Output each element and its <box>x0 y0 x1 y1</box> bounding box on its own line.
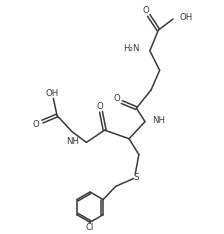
Text: OH: OH <box>45 88 59 98</box>
Text: NH: NH <box>152 116 165 125</box>
Text: OH: OH <box>180 13 193 22</box>
Text: O: O <box>113 94 120 103</box>
Text: H₂N: H₂N <box>123 44 140 53</box>
Text: S: S <box>134 173 139 182</box>
Text: O: O <box>96 102 103 111</box>
Text: Cl: Cl <box>86 223 94 232</box>
Text: O: O <box>142 7 149 15</box>
Text: O: O <box>33 120 40 128</box>
Text: NH: NH <box>67 137 80 146</box>
